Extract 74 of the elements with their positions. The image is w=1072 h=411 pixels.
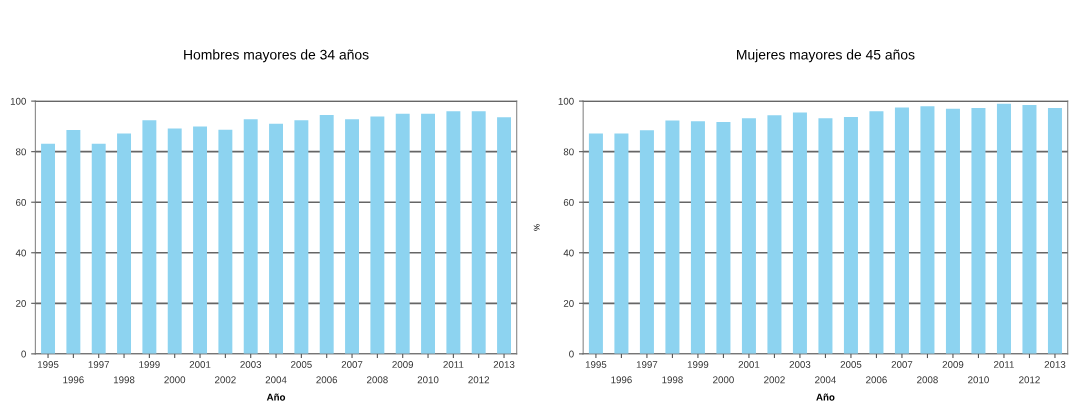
x-tick-label: 2013 <box>1044 361 1066 368</box>
bar <box>167 128 182 354</box>
chart-title: Mujeres mayores de 45 años <box>737 49 915 63</box>
x-axis-title: Año <box>266 393 286 401</box>
chart-title: Hombres mayores de 34 años <box>184 49 369 63</box>
y-tick-label: 100 <box>10 97 26 105</box>
x-tick-label: 2000 <box>713 376 734 384</box>
x-tick-label: 2012 <box>1019 376 1040 384</box>
x-tick-label: 1995 <box>37 361 59 368</box>
bar <box>446 111 461 354</box>
x-tick-label: 2004 <box>265 376 287 384</box>
y-tick-label: 60 <box>563 198 574 206</box>
x-tick-label: 2002 <box>215 376 236 384</box>
y-tick-label: 40 <box>563 249 574 257</box>
x-axis-title: Año <box>816 393 835 401</box>
x-tick-label: 2002 <box>764 376 785 384</box>
x-tick-label: 2003 <box>240 361 262 368</box>
x-tick-label: 2003 <box>789 361 811 368</box>
x-tick-label: 2007 <box>341 361 363 368</box>
bar <box>142 120 157 354</box>
bar <box>193 126 208 354</box>
y-tick-label: 80 <box>563 148 574 156</box>
bar <box>243 119 258 354</box>
bar <box>269 123 284 354</box>
x-tick-label: 1999 <box>687 361 709 368</box>
x-tick-label: 2009 <box>392 361 414 368</box>
y-tick-label: 80 <box>15 148 26 156</box>
x-tick-label: 1996 <box>611 376 632 384</box>
bar <box>395 113 410 354</box>
x-tick-label: 2010 <box>417 376 439 384</box>
y-tick-label: 40 <box>15 249 26 257</box>
bar <box>497 117 511 354</box>
x-tick-label: 2008 <box>367 376 388 384</box>
x-tick-label: 1998 <box>113 376 135 384</box>
bar <box>66 129 81 354</box>
x-tick-label: 1999 <box>139 361 160 368</box>
x-tick-label: 1998 <box>662 376 683 384</box>
x-tick-label: 2011 <box>993 361 1014 368</box>
x-tick-label: 2006 <box>866 376 887 384</box>
x-tick-label: 2012 <box>468 376 490 384</box>
x-tick-label: 2004 <box>815 376 836 384</box>
x-tick-label: 2001 <box>189 361 211 368</box>
y-tick-label: 20 <box>16 300 26 307</box>
x-tick-label: 2000 <box>164 376 186 384</box>
x-tick-label: 1996 <box>63 376 84 384</box>
bar <box>117 133 132 354</box>
x-tick-label: 2007 <box>891 361 913 368</box>
x-tick-label: 2005 <box>840 361 862 368</box>
y-axis-title: % <box>533 224 540 231</box>
x-tick-label: 1997 <box>636 361 658 368</box>
bar <box>471 111 486 354</box>
x-tick-label: 1995 <box>585 361 607 368</box>
y-tick-label: 100 <box>558 97 574 105</box>
y-tick-label: 0 <box>569 350 574 358</box>
x-tick-label: 2008 <box>917 376 938 384</box>
bar <box>421 113 435 354</box>
y-tick-label: 60 <box>16 198 26 206</box>
x-tick-label: 2010 <box>968 376 989 384</box>
bar <box>294 120 309 354</box>
x-tick-label: 2011 <box>443 361 464 368</box>
bar <box>370 116 385 354</box>
x-tick-label: 2001 <box>738 361 760 368</box>
bar <box>218 129 233 354</box>
bar <box>91 143 106 354</box>
x-tick-label: 2005 <box>291 361 312 368</box>
y-tick-label: 20 <box>563 300 574 307</box>
bar <box>345 119 360 354</box>
x-tick-label: 2013 <box>493 361 515 368</box>
bar <box>41 143 56 354</box>
x-tick-label: 1997 <box>88 361 110 368</box>
x-tick-label: 2006 <box>316 376 338 384</box>
y-tick-label: 0 <box>21 350 26 358</box>
bar <box>319 115 334 354</box>
x-tick-label: 2009 <box>942 361 964 368</box>
